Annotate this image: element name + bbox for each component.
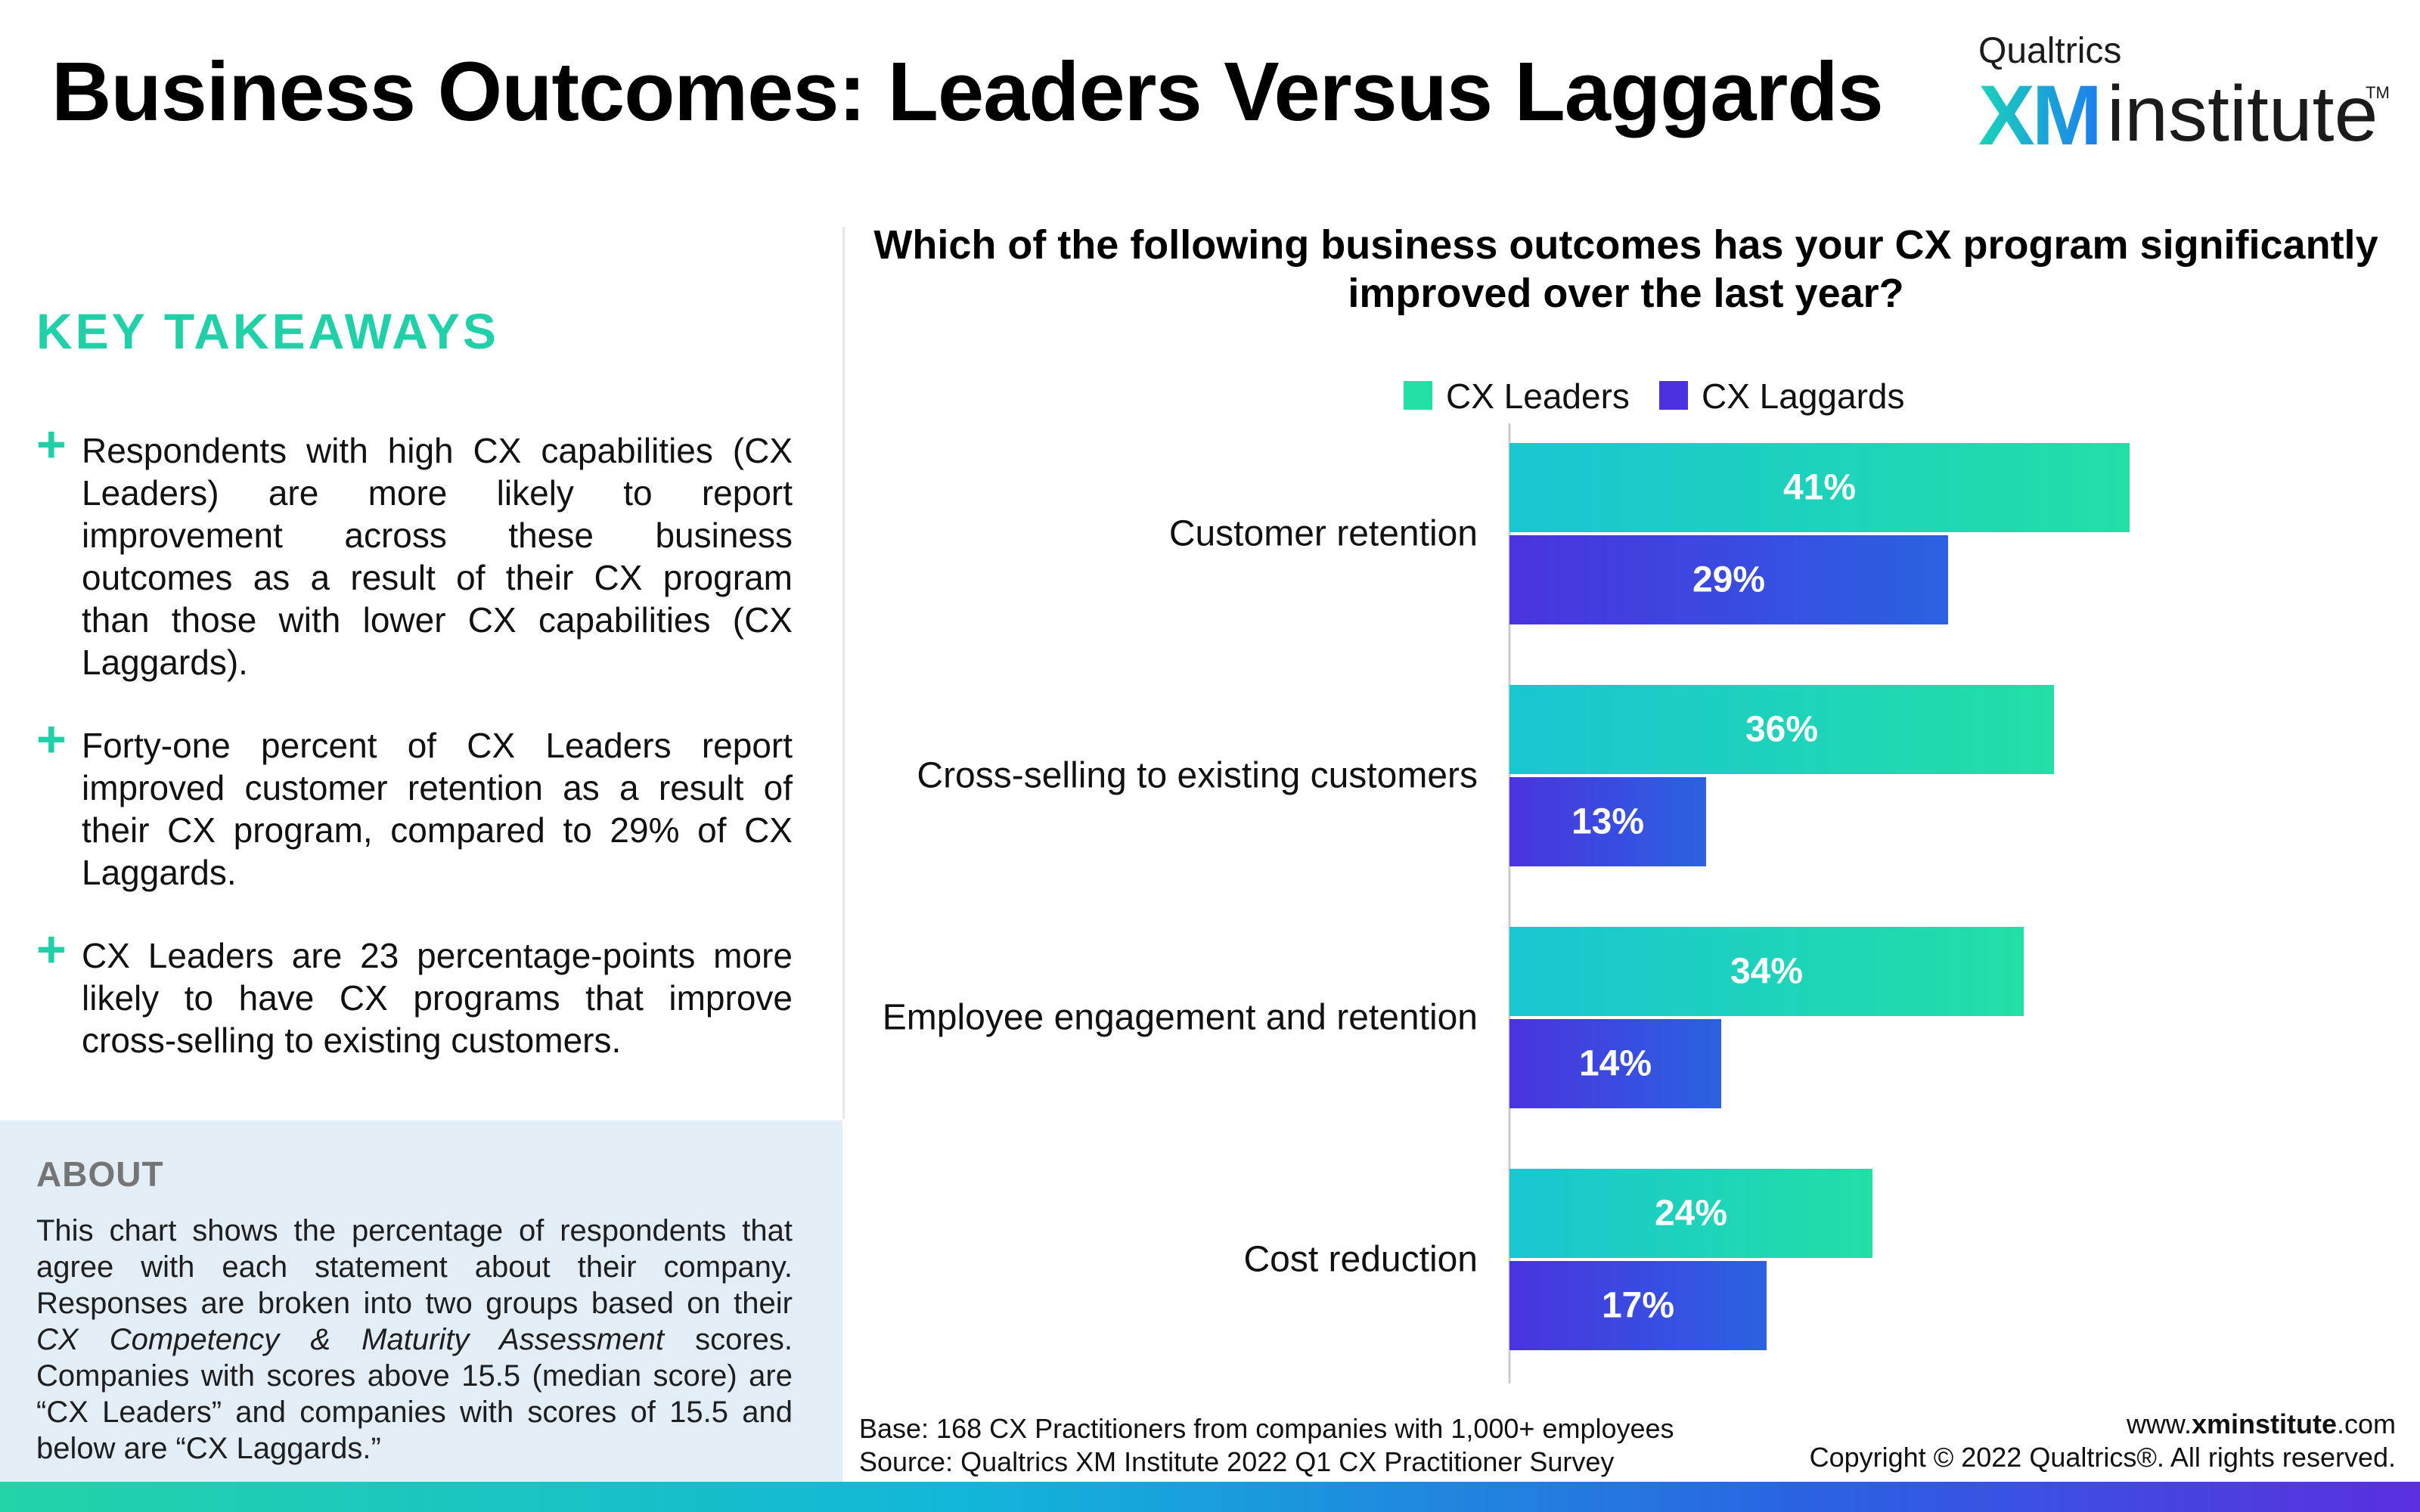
data-label: 29% — [1692, 560, 1765, 600]
takeaway-text: CX Leaders are 23 percentage-points more… — [82, 936, 793, 1060]
bar-laggards — [1509, 777, 1706, 866]
bottom-gradient-bar — [0, 1482, 2420, 1512]
bar-leaders — [1509, 443, 2130, 532]
footer-notes: Base: 168 CX Practitioners from companie… — [859, 1412, 1674, 1479]
takeaway-item: + Respondents with high CX capabilities … — [36, 419, 793, 683]
bar-leaders — [1509, 927, 2024, 1016]
logo-mark: XM — [1978, 68, 2102, 163]
about-text-italic: CX Competency & Maturity Assessment — [36, 1323, 664, 1356]
takeaway-text: Forty-one percent of CX Leaders report i… — [82, 726, 793, 892]
about-text: This chart shows the percentage of respo… — [36, 1213, 793, 1467]
footer-copyright: Copyright © 2022 Qualtrics®. All rights … — [1809, 1442, 2396, 1473]
website-prefix: www. — [2126, 1408, 2192, 1439]
about-panel — [0, 1120, 842, 1482]
chart-title: Which of the following business outcomes… — [873, 222, 2378, 316]
takeaway-item: + Forty-one percent of CX Leaders report… — [36, 714, 793, 894]
panel-divider — [842, 227, 845, 1119]
category-label: Employee engagement and retention — [883, 998, 1478, 1038]
about-heading: ABOUT — [36, 1154, 164, 1194]
bar-leaders — [1509, 1169, 1872, 1258]
takeaway-text: Respondents with high CX capabilities (C… — [82, 431, 793, 682]
data-label: 34% — [1730, 952, 1803, 992]
data-label: 13% — [1571, 802, 1644, 842]
xm-institute-logo: Qualtrics XM institute TM — [1978, 30, 2390, 163]
bar-laggards — [1509, 1019, 1721, 1108]
key-takeaways-heading: KEY TAKEAWAYS — [36, 303, 499, 359]
website-name: xminstitute — [2191, 1408, 2337, 1439]
logo-brand: Qualtrics — [1978, 31, 2122, 71]
legend-swatch-laggards — [1659, 381, 1688, 410]
bar-laggards — [1509, 535, 1948, 624]
footer-brand: www.xminstitute.com Copyright © 2022 Qua… — [1810, 1408, 2396, 1474]
bar-chart: Customer retention 41% 29% Cross-selling to… — [883, 423, 2130, 1383]
category-label: Cost reduction — [1244, 1240, 1478, 1280]
footer-source: Source: Qualtrics XM Institute 2022 Q1 C… — [859, 1446, 1615, 1477]
bar-leaders — [1509, 685, 2054, 774]
data-label: 14% — [1579, 1044, 1652, 1084]
legend-label-laggards: CX Laggards — [1702, 376, 1905, 416]
about-text-part1: This chart shows the percentage of respo… — [36, 1214, 793, 1320]
plus-icon: + — [36, 711, 67, 768]
plus-icon: + — [36, 416, 67, 473]
website-suffix: .com — [2336, 1408, 2396, 1439]
category-label: Cross-selling to existing customers — [917, 756, 1478, 796]
data-label: 41% — [1783, 468, 1856, 508]
about-text-part2: scores. Companies with scores above 15.5… — [36, 1323, 793, 1465]
footer-website[interactable]: www.xminstitute.com — [1810, 1408, 2396, 1441]
data-label: 36% — [1745, 710, 1818, 750]
legend-label-leaders: CX Leaders — [1446, 376, 1630, 416]
takeaways-list: + Respondents with high CX capabilities … — [36, 419, 793, 1102]
legend-swatch-leaders — [1404, 381, 1432, 410]
footer-base: Base: 168 CX Practitioners from companie… — [859, 1413, 1674, 1444]
bar-laggards — [1509, 1261, 1767, 1350]
page-title: Business Outcomes: Leaders Versus Laggar… — [51, 45, 1884, 138]
data-label: 17% — [1602, 1286, 1674, 1326]
takeaway-item: + CX Leaders are 23 percentage-points mo… — [36, 924, 793, 1061]
plus-icon: + — [36, 921, 67, 978]
data-label: 24% — [1655, 1194, 1727, 1234]
category-label: Customer retention — [1169, 514, 1478, 554]
logo-trademark: TM — [2366, 83, 2390, 102]
logo-word: institute — [2107, 70, 2378, 158]
